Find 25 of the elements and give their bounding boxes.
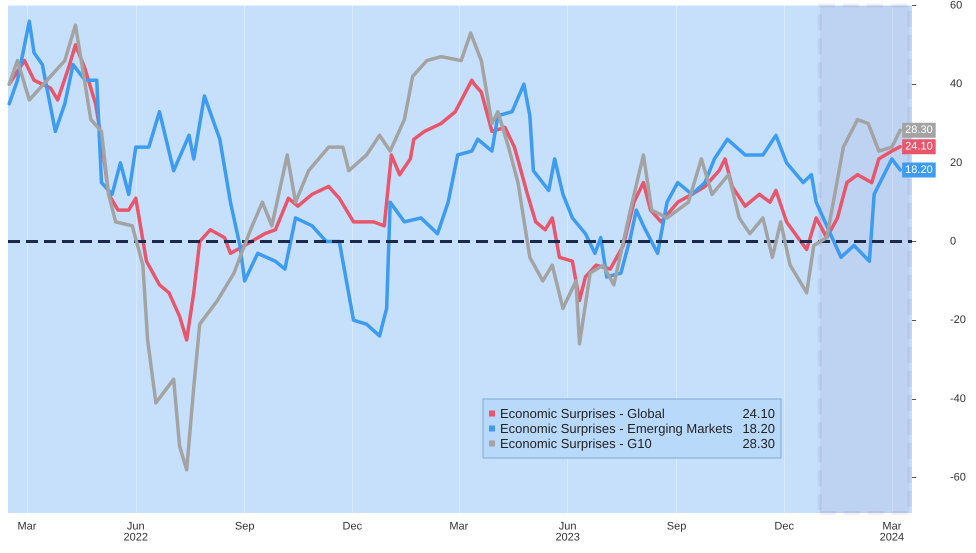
x-tick-label: Mar 2024 <box>880 520 904 544</box>
data-label: 18.20 <box>905 164 933 176</box>
text: 18.20 <box>742 421 775 436</box>
legend-label: Economic Surprises - Global <box>500 406 665 421</box>
x-tick-label: Jun 2023 <box>555 520 580 544</box>
y-tick-label: -40 <box>950 392 966 405</box>
data-label: 28.30 <box>905 124 933 136</box>
x-tick-label: Jun 2022 <box>124 520 148 544</box>
legend-label: Economic Surprises - Emerging Markets <box>500 421 734 436</box>
y-tick-label: 20 <box>950 156 962 169</box>
x-tick-label: Sep <box>666 520 686 532</box>
y-tick-label: -60 <box>950 472 966 484</box>
legend-label: Economic Surprises - G10 <box>500 436 652 451</box>
y-tick-label: 0 <box>950 236 956 248</box>
y-tick-label: 40 <box>950 78 962 90</box>
y-tick-label: 60 <box>950 0 962 12</box>
data-label: 24.10 <box>905 140 933 153</box>
x-tick-label: Dec <box>342 520 363 532</box>
x-tick-label: Sep <box>234 520 254 532</box>
y-tick-label: -20 <box>950 314 966 326</box>
text: 24.10 <box>742 406 775 421</box>
x-tick-label: Mar <box>449 520 469 532</box>
x-tick-label: Mar <box>17 520 37 532</box>
x-tick-label: Dec <box>774 520 794 532</box>
text: 28.30 <box>742 436 775 451</box>
